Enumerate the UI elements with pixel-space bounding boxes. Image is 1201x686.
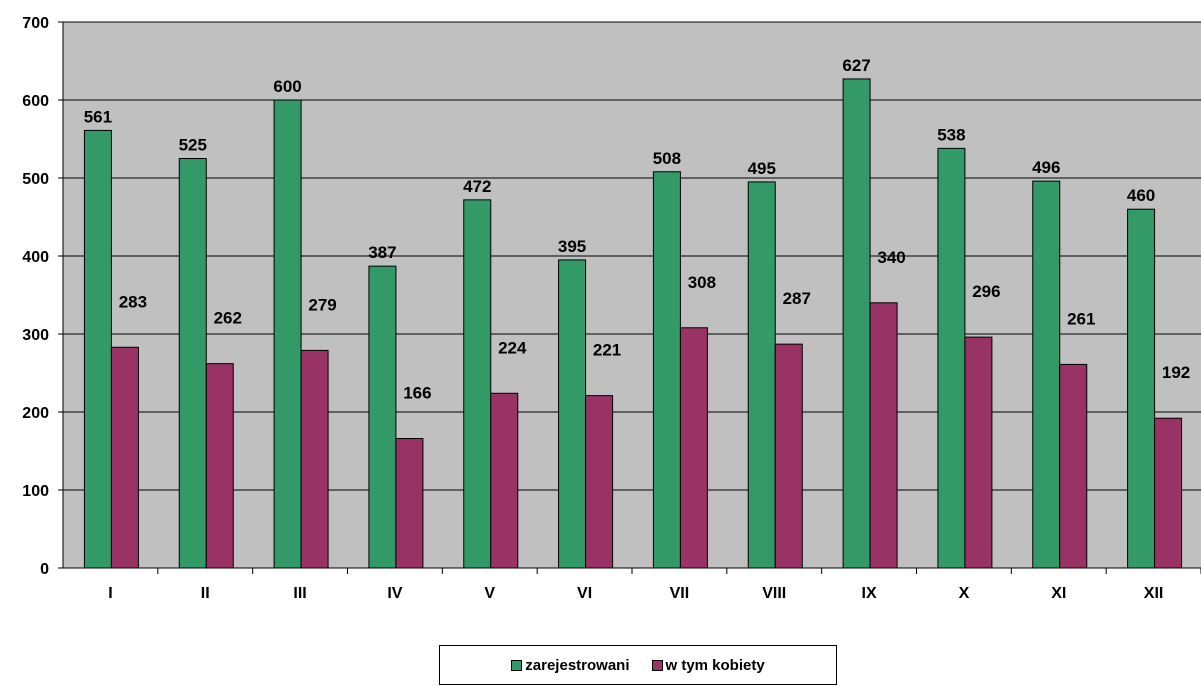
x-tick-label: X [959,585,970,602]
bar-series-2 [1154,417,1183,569]
legend-swatch-series-1 [511,659,523,671]
y-tick-label: 700 [22,15,49,32]
data-label-series-1: 496 [1032,158,1060,177]
data-label-series-1: 387 [368,243,396,262]
bar-series-2 [205,363,234,569]
x-tick-label: VI [577,585,592,602]
bar-series-1 [937,147,966,569]
data-label-series-1: 561 [84,107,112,126]
data-label-series-1: 495 [748,159,776,178]
x-tick-label: VIII [762,585,786,602]
bar-series-1 [463,199,492,569]
y-tick-label: 500 [22,171,49,188]
data-label-series-1: 460 [1127,186,1155,205]
bar-series-1 [652,171,681,569]
bar-series-1 [83,129,112,569]
x-tick-label: IV [387,585,402,602]
bar-series-1 [368,265,397,569]
data-labels: 561 283 525 262 600 279 387 166 472 224 395 221 508 3… [84,56,1191,403]
bar-series-2 [300,349,329,569]
data-label-series-2: 283 [119,292,147,311]
legend-label-series-2: w tym kobiety [665,656,765,674]
bar-series-1 [842,78,871,569]
data-label-series-2: 279 [308,295,336,314]
bar-series-2 [774,343,803,569]
plot-area [63,22,1201,568]
bar-series-2 [585,395,614,569]
legend: zarejestrowani w tym kobiety [439,645,837,685]
bar-series-2 [1059,363,1088,569]
y-tick-label: 200 [22,405,49,422]
data-label-series-2: 287 [783,289,811,308]
data-label-series-2: 340 [877,248,905,267]
y-tick-label: 300 [22,327,49,344]
data-label-series-1: 600 [273,77,301,96]
bar-series-1 [1127,208,1156,569]
data-label-series-1: 508 [653,149,681,168]
x-tick-label: VII [670,585,690,602]
data-label-series-1: 538 [937,125,965,144]
grid-lines [63,21,1201,491]
data-label-series-1: 525 [179,136,207,155]
bar-series-1 [273,99,302,569]
bar-series-2 [395,438,424,569]
legend-item-series-2: w tym kobiety [651,656,765,674]
data-label-series-1: 472 [463,177,491,196]
data-label-series-2: 221 [593,341,621,360]
bar-series-2 [679,327,708,569]
x-tick-label: II [201,585,210,602]
x-tick-label: V [484,585,495,602]
bar-series-1 [1032,180,1061,569]
bar-series-2 [110,346,139,569]
data-label-series-2: 262 [214,309,242,328]
data-label-series-2: 296 [972,282,1000,301]
x-tick-label: XI [1051,585,1066,602]
data-label-series-1: 395 [558,237,586,256]
x-tick-label: IX [862,585,877,602]
data-label-series-1: 627 [842,56,870,75]
y-tick-label: 600 [22,93,49,110]
bar-series-2 [869,302,898,569]
x-tick-label: III [293,585,306,602]
legend-item-series-1: zarejestrowani [511,656,630,674]
y-tick-label: 0 [40,561,49,578]
legend-label-series-1: zarejestrowani [525,656,630,674]
bar-series-1 [558,259,587,569]
bar-series-1 [747,181,776,569]
legend-swatch-series-2 [651,659,663,671]
x-tick-label: XII [1144,585,1164,602]
bar-series-1 [178,158,207,569]
y-tick-label: 100 [22,483,49,500]
data-label-series-2: 192 [1162,363,1190,382]
bar-series-2 [964,336,993,569]
data-label-series-2: 261 [1067,309,1095,328]
y-tick-label: 400 [22,249,49,266]
data-label-series-2: 166 [403,384,431,403]
bar-series-2 [490,392,519,569]
data-label-series-2: 224 [498,338,527,357]
x-tick-label: I [108,585,112,602]
data-label-series-2: 308 [688,273,716,292]
